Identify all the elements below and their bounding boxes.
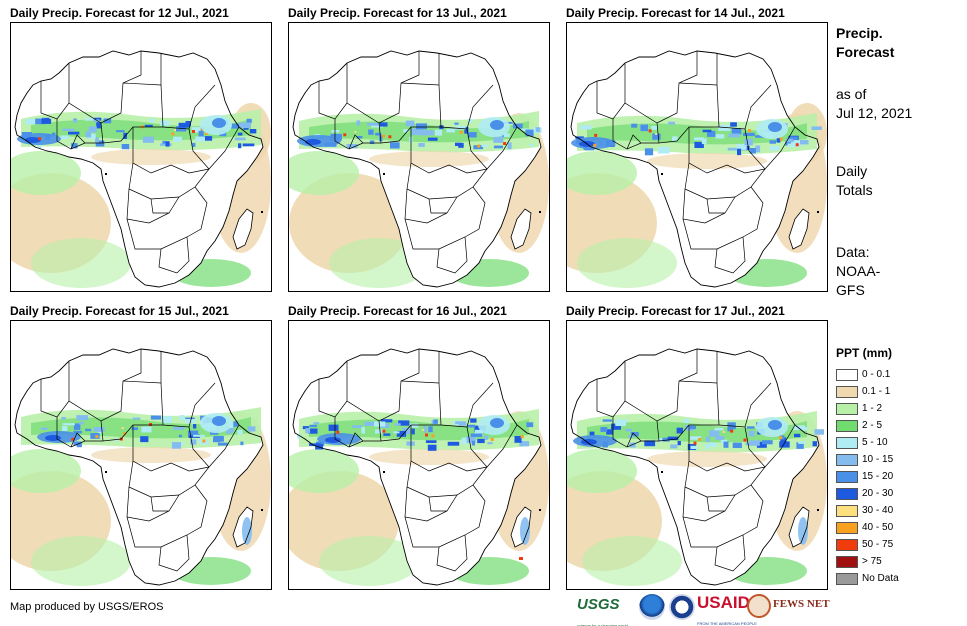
legend-swatch xyxy=(836,454,858,466)
fews-net-emblem-icon xyxy=(747,594,771,618)
africa-map xyxy=(289,321,549,589)
legend-label: 20 - 30 xyxy=(862,488,894,499)
usaid-seal-icon xyxy=(669,594,695,620)
legend-item: 40 - 50 xyxy=(836,520,936,537)
africa-map xyxy=(11,321,271,589)
panel-title: Daily Precip. Forecast for 14 Jul., 2021 xyxy=(566,6,785,20)
legend-item: 15 - 20 xyxy=(836,469,936,486)
legend-label: 40 - 50 xyxy=(862,522,894,533)
legend-label: 15 - 20 xyxy=(862,471,894,482)
as-of-date: Jul 12, 2021 xyxy=(836,105,913,121)
legend-label: 5 - 10 xyxy=(862,437,888,448)
legend-swatch xyxy=(836,556,858,568)
legend-title: PPT (mm) xyxy=(836,346,893,360)
legend-swatch xyxy=(836,437,858,449)
africa-map xyxy=(11,23,271,291)
africa-map xyxy=(567,23,827,291)
legend-swatch xyxy=(836,386,858,398)
legend-swatch xyxy=(836,369,858,381)
data-source-line1: NOAA- xyxy=(836,263,881,279)
legend-swatch xyxy=(836,471,858,483)
panel-title: Daily Precip. Forecast for 13 Jul., 2021 xyxy=(288,6,507,20)
legend-label: 0 - 0.1 xyxy=(862,369,891,380)
forecast-panel: Daily Precip. Forecast for 16 Jul., 2021 xyxy=(288,303,550,591)
legend-label: 1 - 2 xyxy=(862,403,883,414)
precip-map[interactable] xyxy=(566,22,828,292)
panel-title: Daily Precip. Forecast for 15 Jul., 2021 xyxy=(10,304,229,318)
legend-swatch xyxy=(836,420,858,432)
forecast-panel: Daily Precip. Forecast for 13 Jul., 2021 xyxy=(288,5,550,293)
footer-credit: Map produced by USGS/EROS xyxy=(10,601,164,613)
usgs-wordmark: USGS xyxy=(577,596,620,613)
legend-label: > 75 xyxy=(862,556,882,567)
panel-title: Daily Precip. Forecast for 17 Jul., 2021 xyxy=(566,304,785,318)
legend-item: 20 - 30 xyxy=(836,486,936,503)
africa-map xyxy=(289,23,549,291)
legend-item: 1 - 2 xyxy=(836,401,936,418)
legend-item: 30 - 40 xyxy=(836,503,936,520)
precip-map[interactable] xyxy=(288,22,550,292)
as-of-label: as of xyxy=(836,86,867,102)
legend-label: 10 - 15 xyxy=(862,454,894,465)
precip-map[interactable] xyxy=(10,22,272,292)
legend-label: 50 - 75 xyxy=(862,539,894,550)
precip-map[interactable] xyxy=(10,320,272,590)
legend-label: 0.1 - 1 xyxy=(862,386,891,397)
legend-label: 30 - 40 xyxy=(862,505,894,516)
usaid-wordmark: USAID xyxy=(697,593,750,612)
forecast-panel: Daily Precip. Forecast for 17 Jul., 2021 xyxy=(566,303,828,591)
usgs-tagline: science for a changing world xyxy=(577,623,628,626)
forecast-panel: Daily Precip. Forecast for 12 Jul., 2021 xyxy=(10,5,272,293)
legend-swatch xyxy=(836,573,858,585)
legend-item: > 75 xyxy=(836,554,936,571)
legend-item: 2 - 5 xyxy=(836,418,936,435)
daily-label: Daily xyxy=(836,163,868,179)
totals-label: Totals xyxy=(836,182,873,198)
legend-swatch xyxy=(836,488,858,500)
legend-swatch xyxy=(836,522,858,534)
africa-map xyxy=(567,321,827,589)
sidebar-title-line2: Forecast xyxy=(836,44,895,60)
legend-item: 5 - 10 xyxy=(836,435,936,452)
legend-label: No Data xyxy=(862,573,899,584)
forecast-panel: Daily Precip. Forecast for 15 Jul., 2021 xyxy=(10,303,272,591)
legend-item: No Data xyxy=(836,571,936,588)
legend-swatch xyxy=(836,505,858,517)
legend-item: 10 - 15 xyxy=(836,452,936,469)
panel-title: Daily Precip. Forecast for 12 Jul., 2021 xyxy=(10,6,229,20)
data-source-line2: GFS xyxy=(836,282,865,298)
panel-title: Daily Precip. Forecast for 16 Jul., 2021 xyxy=(288,304,507,318)
legend: 0 - 0.1 0.1 - 1 1 - 2 2 - 5 5 - 10 10 - 15 15 … xyxy=(836,367,936,588)
usaid-logo: USAID FROM THE AMERICAN PEOPLE xyxy=(697,592,757,626)
legend-swatch xyxy=(836,539,858,551)
usaid-tagline: FROM THE AMERICAN PEOPLE xyxy=(697,621,757,626)
fews-net-logo: FEWS NET xyxy=(773,598,830,610)
forecast-panel: Daily Precip. Forecast for 14 Jul., 2021 xyxy=(566,5,828,293)
data-label: Data: xyxy=(836,244,870,260)
usgs-logo: USGS science for a changing world xyxy=(577,592,635,626)
precip-map[interactable] xyxy=(288,320,550,590)
legend-item: 0 - 0.1 xyxy=(836,367,936,384)
precip-map[interactable] xyxy=(566,320,828,590)
legend-swatch xyxy=(836,403,858,415)
legend-item: 0.1 - 1 xyxy=(836,384,936,401)
legend-label: 2 - 5 xyxy=(862,420,883,431)
sidebar-title-line1: Precip. xyxy=(836,25,883,41)
legend-item: 50 - 75 xyxy=(836,537,936,554)
noaa-logo-icon xyxy=(639,594,665,620)
partner-logos: USGS science for a changing world USAID … xyxy=(577,592,830,626)
